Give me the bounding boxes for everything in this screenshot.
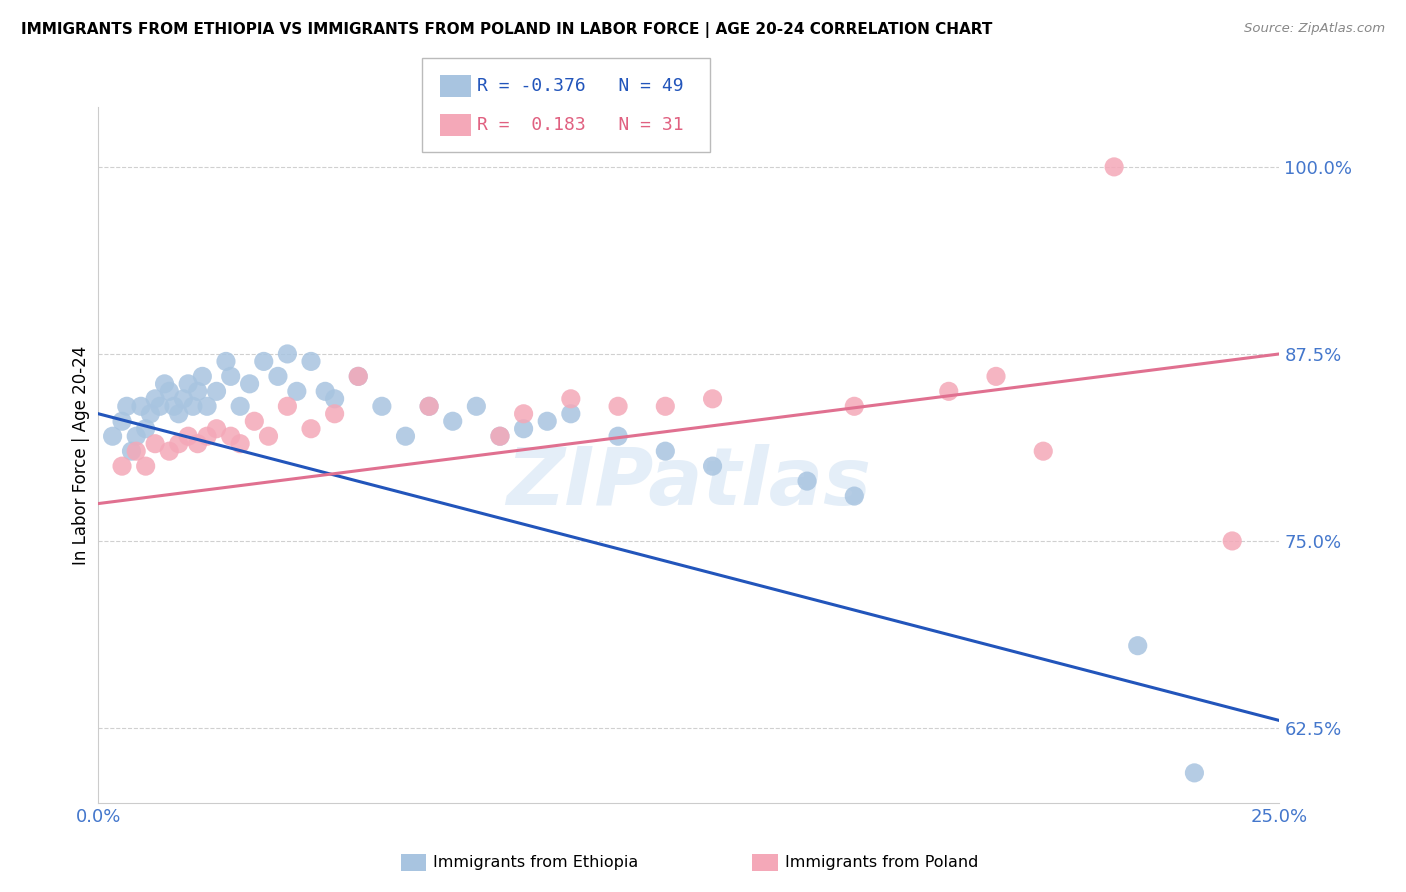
Point (512, 407, 534, 421)
Point (1220, 533, 1243, 548)
Point (163, 399, 186, 413)
Point (187, 384, 209, 399)
Point (984, 369, 1007, 384)
Point (418, 399, 440, 413)
Point (239, 376, 262, 391)
Point (172, 392, 194, 406)
Point (125, 444, 148, 458)
Point (347, 369, 370, 384)
Point (177, 376, 200, 391)
Point (465, 399, 488, 413)
Point (153, 376, 176, 391)
Point (149, 399, 172, 413)
Point (489, 429, 512, 443)
Point (276, 347, 298, 361)
Point (125, 429, 148, 443)
Point (167, 407, 190, 421)
Point (143, 392, 166, 406)
Point (394, 429, 416, 443)
Point (347, 369, 370, 384)
Point (607, 399, 630, 413)
Point (512, 422, 534, 436)
Point (195, 429, 218, 443)
Point (1126, 639, 1149, 653)
Point (418, 399, 440, 413)
Point (299, 422, 322, 436)
Point (205, 384, 228, 399)
Point (536, 414, 558, 428)
Point (654, 399, 676, 413)
Point (257, 429, 280, 443)
Point (314, 384, 336, 399)
Text: Immigrants from Ethiopia: Immigrants from Ethiopia (433, 855, 638, 870)
Point (323, 392, 346, 406)
Text: Source: ZipAtlas.com: Source: ZipAtlas.com (1244, 22, 1385, 36)
Point (191, 369, 214, 384)
Point (323, 407, 346, 421)
Point (135, 459, 157, 474)
Point (243, 414, 266, 428)
Point (157, 384, 180, 399)
Point (276, 399, 298, 413)
Point (796, 474, 818, 488)
Point (702, 459, 724, 474)
Point (489, 429, 512, 443)
Point (139, 407, 162, 421)
Point (129, 399, 152, 413)
Point (181, 399, 204, 413)
Y-axis label: In Labor Force | Age 20-24: In Labor Force | Age 20-24 (72, 345, 90, 565)
Point (205, 422, 228, 436)
Point (195, 399, 218, 413)
Text: ZIPatlas: ZIPatlas (506, 443, 872, 522)
Point (844, 399, 866, 413)
Point (285, 384, 308, 399)
Point (177, 429, 200, 443)
Point (299, 354, 322, 368)
Point (167, 436, 190, 450)
Point (607, 429, 630, 443)
Point (1102, 160, 1125, 174)
Text: IMMIGRANTS FROM ETHIOPIA VS IMMIGRANTS FROM POLAND IN LABOR FORCE | AGE 20-24 CO: IMMIGRANTS FROM ETHIOPIA VS IMMIGRANTS F… (21, 22, 993, 38)
Point (229, 399, 252, 413)
Point (1032, 444, 1054, 458)
Point (654, 444, 676, 458)
Point (267, 369, 290, 384)
Text: R =  0.183   N = 31: R = 0.183 N = 31 (477, 116, 683, 134)
Point (371, 399, 394, 413)
Point (215, 354, 238, 368)
Point (111, 414, 134, 428)
Point (219, 369, 242, 384)
Point (111, 459, 134, 474)
Point (157, 444, 180, 458)
Point (560, 407, 582, 421)
Point (702, 392, 724, 406)
Point (560, 392, 582, 406)
Point (219, 429, 242, 443)
Point (135, 422, 157, 436)
Point (253, 354, 276, 368)
Text: R = -0.376   N = 49: R = -0.376 N = 49 (477, 77, 683, 95)
Point (1184, 765, 1206, 780)
Point (844, 489, 866, 503)
Point (101, 429, 124, 443)
Point (229, 436, 252, 450)
Point (121, 444, 143, 458)
Text: Immigrants from Poland: Immigrants from Poland (785, 855, 979, 870)
Point (441, 414, 464, 428)
Point (187, 436, 209, 450)
Point (938, 384, 960, 399)
Point (143, 436, 166, 450)
Point (115, 399, 138, 413)
